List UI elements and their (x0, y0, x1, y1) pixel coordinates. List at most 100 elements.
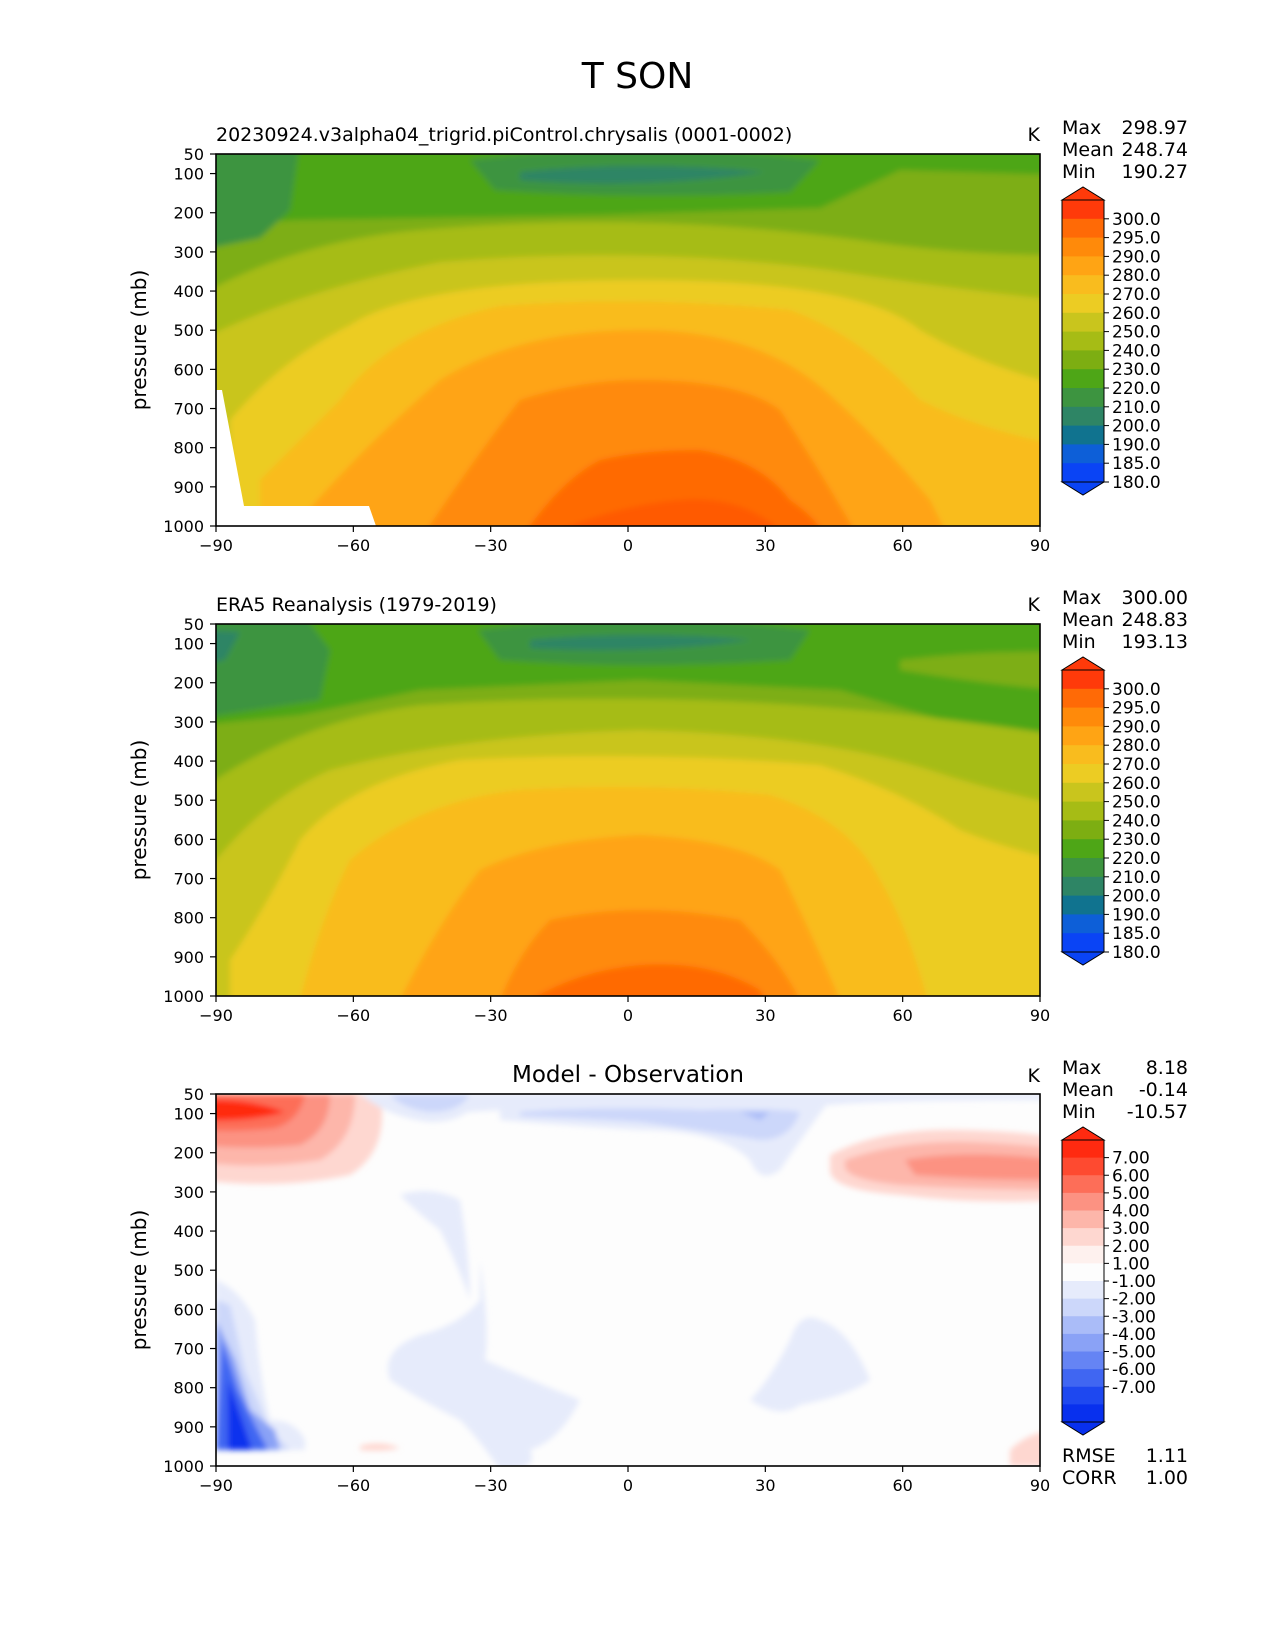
colorbar-tick-label: 295.0 (1112, 229, 1161, 249)
colorbar-tick-label: 200.0 (1112, 417, 1161, 437)
colorbar-tick-label: 290.0 (1112, 717, 1161, 737)
colorbar-tick-label: 5.00 (1112, 1184, 1150, 1204)
colorbar-frame (1061, 669, 1105, 953)
stat-label: Min (1062, 631, 1096, 653)
y-tick-label: 1000 (163, 1457, 204, 1476)
y-tick-label: 400 (173, 1222, 204, 1241)
y-tick-label: 200 (173, 204, 204, 223)
colorbar-tick-label: 190.0 (1112, 435, 1161, 455)
y-tick-label: 100 (173, 165, 204, 184)
y-tick-label: 700 (173, 400, 204, 419)
colorbar-segment (1062, 858, 1104, 878)
colorbar-segment (1062, 1228, 1104, 1247)
stat-label: Max (1062, 587, 1101, 609)
colorbar-segment (1062, 1175, 1104, 1194)
colorbar-tick-label: 290.0 (1112, 247, 1161, 267)
colorbar-tick-label: 185.0 (1112, 924, 1161, 944)
colorbar-segment (1062, 1210, 1104, 1229)
colorbar-tick-label: 220.0 (1112, 849, 1161, 869)
colorbar-segment (1062, 1281, 1104, 1300)
y-axis-label: pressure (mb) (127, 1210, 151, 1351)
y-tick-label: 1000 (163, 517, 204, 536)
stat-label: Min (1062, 1101, 1096, 1123)
colorbar-segment (1062, 1298, 1104, 1317)
y-tick-label: 500 (173, 791, 204, 810)
colorbar-tick-label: -2.00 (1112, 1290, 1156, 1310)
stat-value: 300.00 (1122, 587, 1188, 609)
colorbar-segment (1062, 782, 1104, 802)
x-tick-label: −30 (474, 536, 508, 555)
x-tick-label: 0 (623, 536, 633, 555)
colorbar-segment (1062, 670, 1104, 690)
colorbar-tick-label: 260.0 (1112, 304, 1161, 324)
stat-value: -10.57 (1127, 1101, 1188, 1123)
stat-label: Max (1062, 1057, 1101, 1079)
colorbar-tick-label: 180.0 (1112, 943, 1161, 963)
units-label: K (1028, 1065, 1041, 1087)
stat-value: 190.27 (1122, 161, 1188, 183)
colorbar-extend-max (1060, 656, 1106, 671)
y-tick-label: 700 (173, 870, 204, 889)
y-tick-label: 300 (173, 1183, 204, 1202)
y-tick-label: 100 (173, 635, 204, 654)
colorbar-segment (1062, 294, 1104, 314)
colorbar-tick-label: 230.0 (1112, 360, 1161, 380)
colorbar-tick-label: 280.0 (1112, 736, 1161, 756)
colorbar-segment (1062, 1192, 1104, 1211)
colorbar-tick-label: 4.00 (1112, 1202, 1150, 1222)
colorbar-tick-label: 7.00 (1112, 1149, 1150, 1169)
stats-block: Max 8.18 Mean -0.14 Min -10.57 RMSE 1.11 CORR 1.0… (1062, 1057, 1188, 1489)
colorbar-segment (1062, 707, 1104, 727)
colorbar-segment (1062, 933, 1104, 953)
x-tick-label: 90 (1030, 1476, 1050, 1495)
stat-label: RMSE (1062, 1445, 1116, 1467)
x-tick-label: −90 (199, 536, 233, 555)
colorbar-segment (1062, 237, 1104, 257)
colorbar-segment (1062, 218, 1104, 238)
contour-field (216, 624, 1040, 996)
colorbar-tick-label: 220.0 (1112, 379, 1161, 399)
colorbar-segment (1062, 895, 1104, 915)
colorbar-tick-label: 240.0 (1112, 341, 1161, 361)
colorbar-segment (1062, 914, 1104, 934)
y-axis-label: pressure (mb) (127, 270, 151, 411)
y-tick-label: 50 (184, 145, 204, 164)
colorbar-segment (1062, 444, 1104, 464)
colorbar-tick-label: 3.00 (1112, 1219, 1150, 1239)
y-tick-label: 900 (173, 1418, 204, 1437)
y-tick-label: 800 (173, 1379, 204, 1398)
stats-block: Max 300.00 Mean 248.83 Min 193.13 (1062, 587, 1188, 653)
y-tick-label: 900 (173, 478, 204, 497)
colorbar-tick-label: 260.0 (1112, 774, 1161, 794)
stat-label: Min (1062, 161, 1096, 183)
colorbar-segment (1062, 1369, 1104, 1388)
colorbar-tick-label: 270.0 (1112, 285, 1161, 305)
colorbar-frame (1061, 199, 1105, 483)
y-tick-label: 1000 (163, 987, 204, 1006)
colorbar-segment (1062, 463, 1104, 483)
colorbar-segment (1062, 275, 1104, 295)
x-tick-label: −60 (336, 1476, 370, 1495)
colorbar-segment (1062, 256, 1104, 276)
colorbar-tick-label: 300.0 (1112, 680, 1161, 700)
colorbar-tick-label: 250.0 (1112, 793, 1161, 813)
stat-label: Max (1062, 117, 1101, 139)
y-tick-label: 700 (173, 1340, 204, 1359)
x-tick-label: 60 (892, 1006, 912, 1025)
y-tick-label: 500 (173, 1261, 204, 1280)
y-tick-label: 300 (173, 243, 204, 262)
y-axis-label: pressure (mb) (127, 740, 151, 881)
colorbar-segment (1062, 1140, 1104, 1159)
x-tick-label: −30 (474, 1476, 508, 1495)
colorbar-segment (1062, 1386, 1104, 1405)
units-label: K (1028, 594, 1041, 616)
colorbar-tick-label: 180.0 (1112, 473, 1161, 493)
y-tick-label: 50 (184, 1085, 204, 1104)
y-tick-label: 800 (173, 909, 204, 928)
colorbar-segment (1062, 839, 1104, 859)
colorbar-segment (1062, 425, 1104, 445)
colorbar-tick-label: 1.00 (1112, 1254, 1150, 1274)
